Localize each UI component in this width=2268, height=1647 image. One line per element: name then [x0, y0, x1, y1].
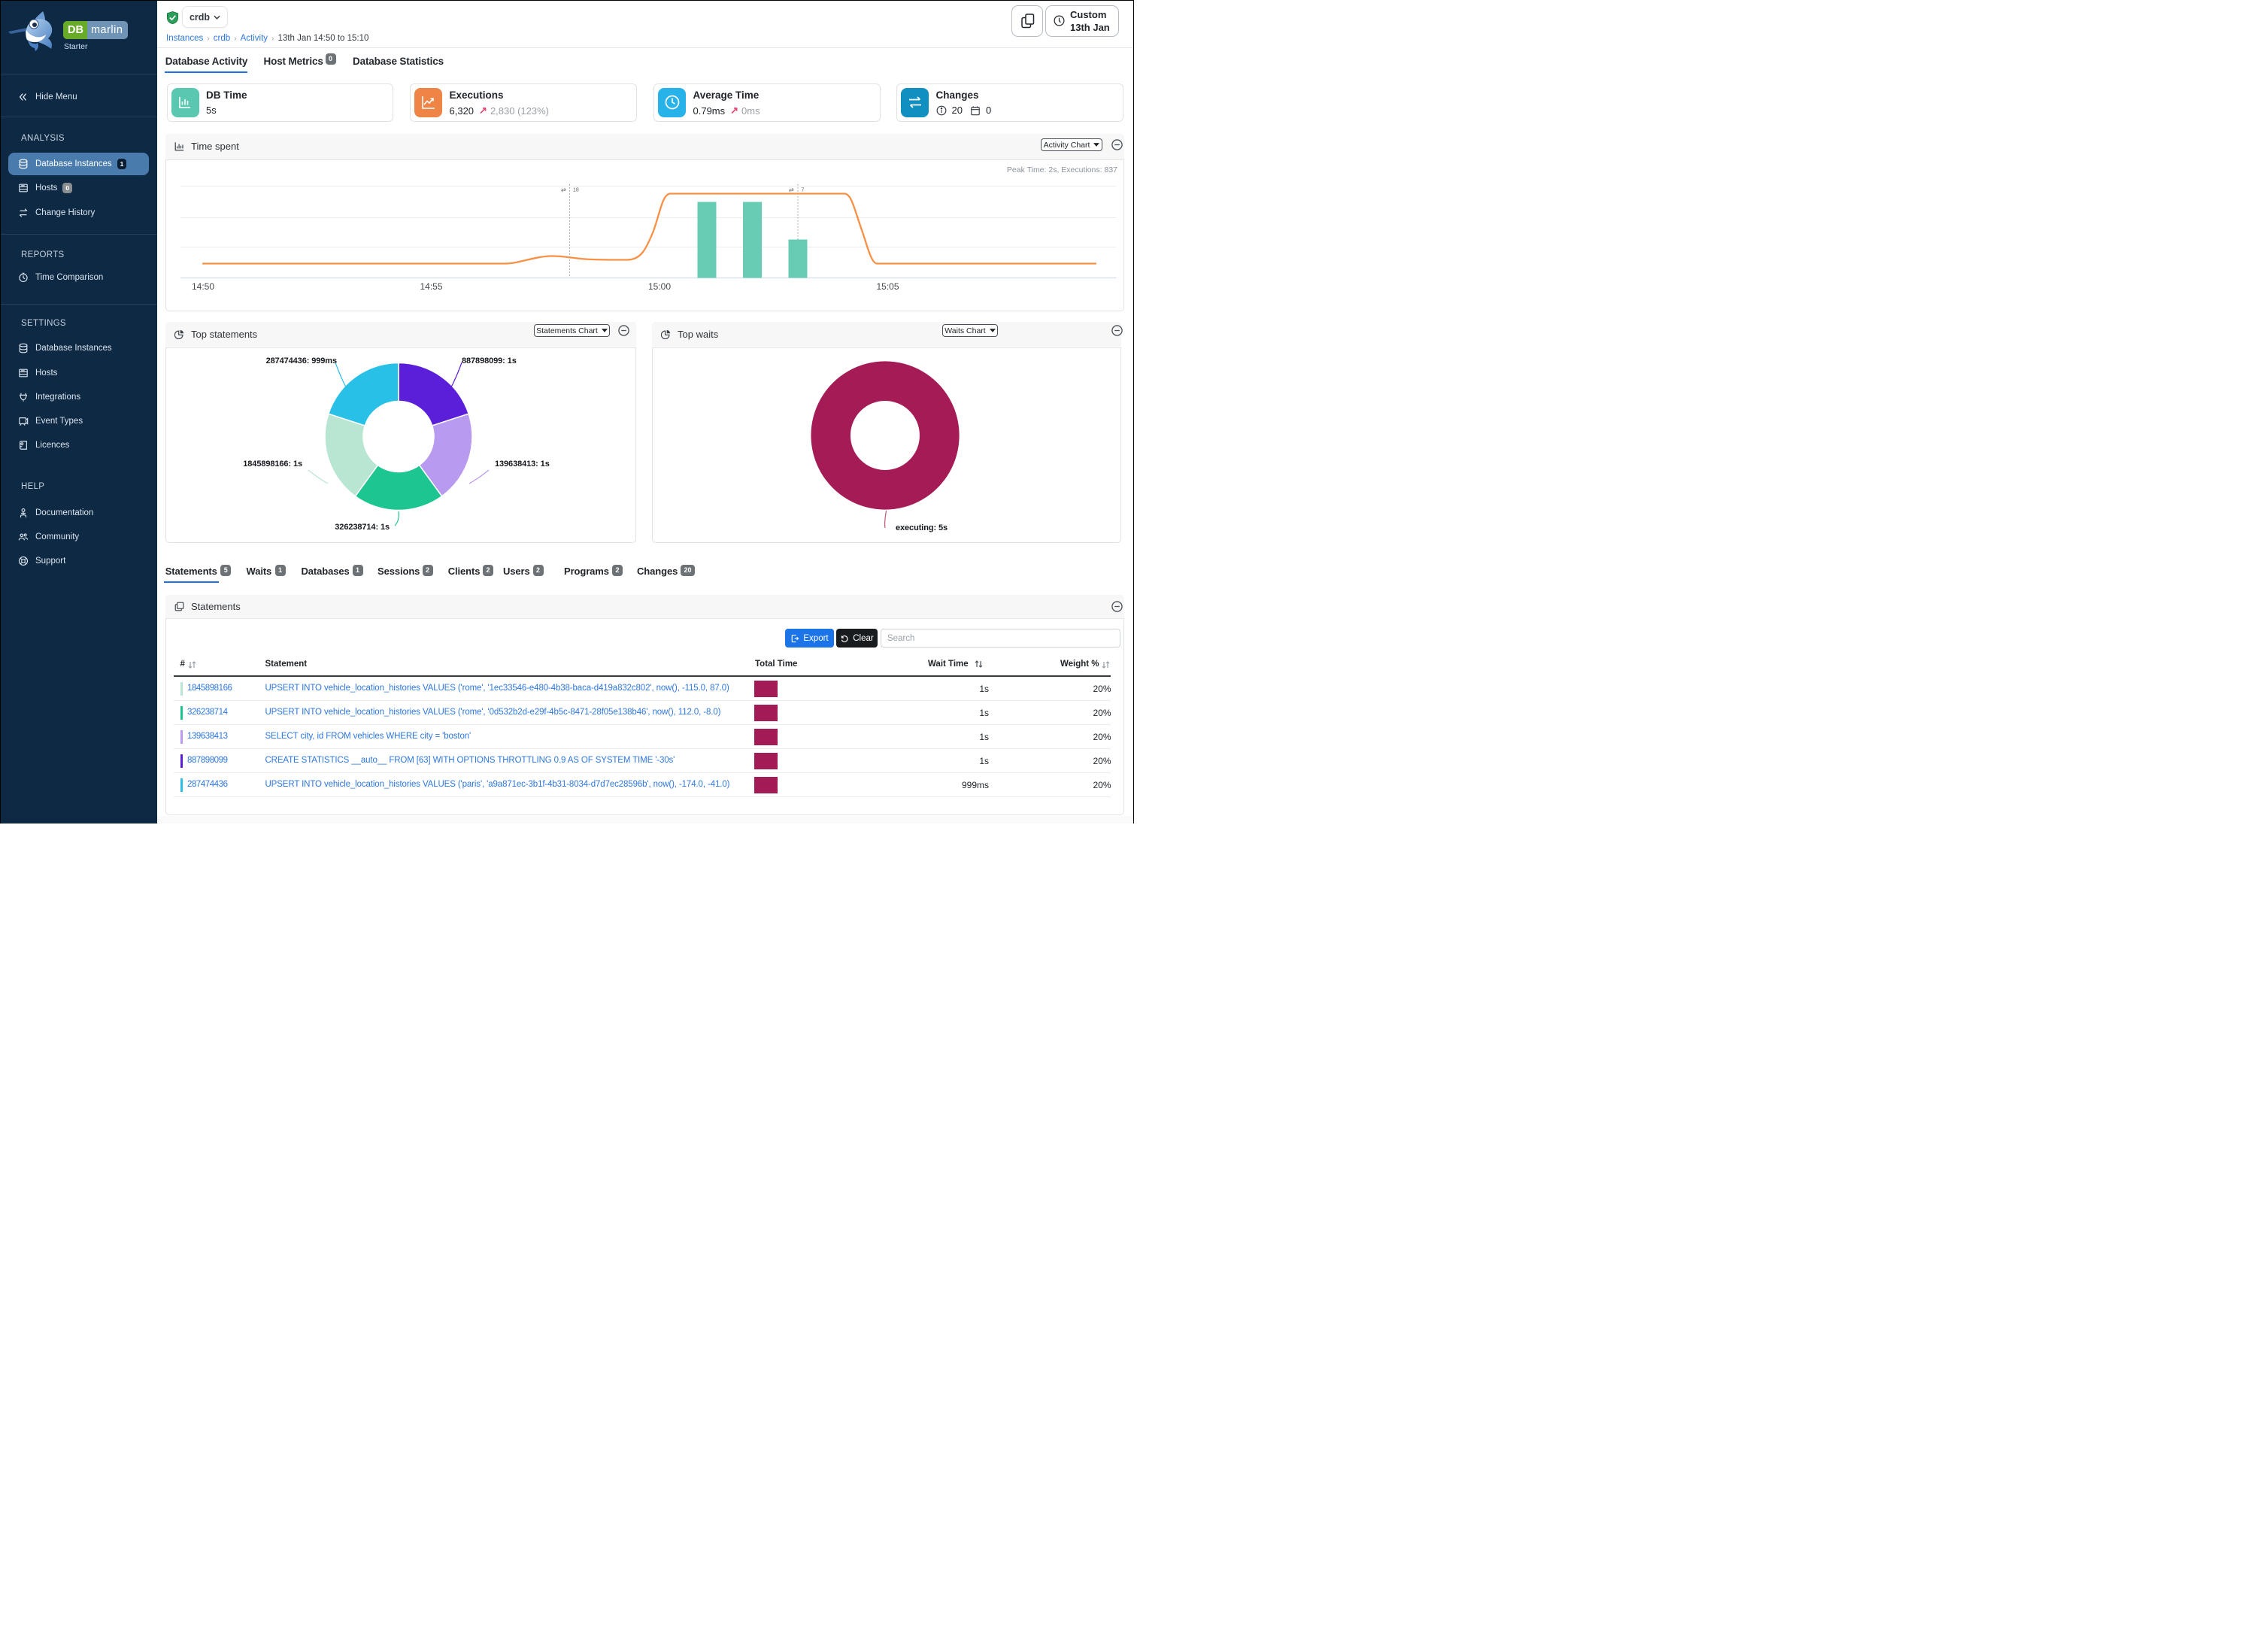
- svg-text:Peak Time: 2s, Executions: 837: Peak Time: 2s, Executions: 837: [1007, 165, 1117, 174]
- svg-text:18: 18: [573, 187, 579, 193]
- svg-text:⇄: ⇄: [789, 187, 794, 193]
- svg-text:7: 7: [802, 187, 805, 193]
- svg-text:15:05: 15:05: [876, 281, 899, 292]
- svg-text:14:50: 14:50: [192, 281, 214, 292]
- svg-text:14:55: 14:55: [420, 281, 442, 292]
- svg-text:⇄: ⇄: [561, 187, 566, 193]
- svg-text:15:00: 15:00: [648, 281, 671, 292]
